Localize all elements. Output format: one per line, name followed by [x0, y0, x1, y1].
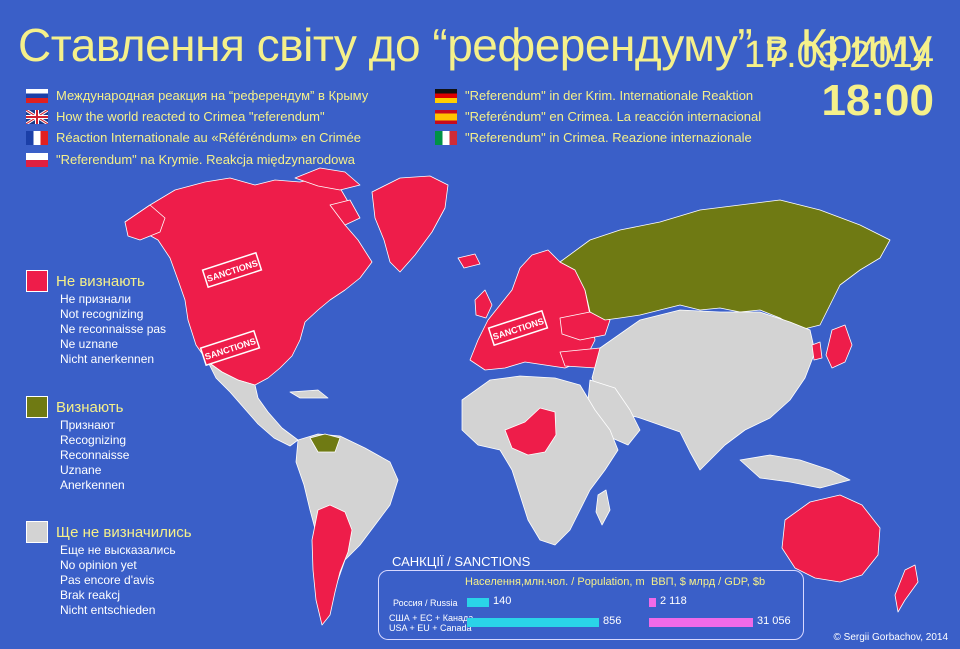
translation-french: Réaction Internationale au «Référéndum» …: [26, 130, 361, 145]
japan-region: [825, 324, 853, 369]
south-america-region: [295, 433, 399, 591]
arctic-islands-region: [294, 167, 361, 226]
southern-cone-region: [311, 504, 353, 626]
legend-recognizing: Визнають Признают Recognizing Reconnaiss…: [26, 396, 129, 493]
sanctions-panel: Населення,млн.чол. / Population, m ВВП, …: [378, 570, 804, 640]
iceland-region: [457, 253, 481, 269]
legend-sub: Не признали: [60, 292, 132, 306]
legend-sub: Reconnaisse: [60, 448, 130, 462]
italy-flag-icon: [435, 130, 457, 145]
korea-region: [811, 341, 823, 361]
gdp-bar-russia: [649, 598, 656, 607]
uk-flag-icon: [25, 108, 49, 125]
copyright: © Sergii Gorbachov, 2014: [833, 632, 948, 643]
legend-undecided: Ще не визначились Еще не высказались No …: [26, 521, 192, 618]
legend-label: Не визнають: [56, 272, 145, 290]
legend-sub: Nicht anerkennen: [60, 352, 155, 366]
russia-flag-icon: [26, 88, 48, 103]
row-west-label-2: USA + EU + Canada: [389, 623, 472, 633]
legend-sub: Not recognizing: [60, 307, 144, 321]
translation-english: How the world reacted to Crimea "referen…: [25, 108, 325, 125]
translation-italian: "Referendum" in Crimea. Reazione interna…: [435, 130, 752, 145]
legend-sub: Еще не высказались: [60, 543, 176, 557]
population-bar-russia: [467, 598, 489, 607]
legend-label: Визнають: [56, 398, 124, 416]
population-bar-west: [467, 618, 599, 627]
legend-sub: Recognizing: [60, 433, 127, 447]
translation-text: How the world reacted to Crimea "referen…: [56, 109, 325, 124]
gdp-value-russia: 2 118: [660, 595, 687, 607]
sanctions-stamp-europe: SANCTIONS: [487, 309, 549, 347]
gdp-value-west: 31 056: [757, 615, 791, 627]
legend-sub: Anerkennen: [60, 478, 125, 492]
asia-region: [591, 309, 816, 471]
page-title: Ставлення світу до “референдуму” в Криму: [18, 19, 932, 71]
gdp-header: ВВП, $ млрд / GDP, $b: [651, 576, 766, 588]
legend-label: Ще не визначились: [56, 523, 192, 541]
translation-text: "Referendum" in der Krim. Internationale…: [465, 88, 754, 103]
africa-region: [461, 375, 619, 546]
spain-flag-icon: [435, 109, 457, 124]
legend-swatch-grey: [26, 521, 48, 543]
translation-text: Réaction Internationale au «Référéndum» …: [56, 130, 361, 145]
translation-german: "Referendum" in der Krim. Internationale…: [435, 88, 753, 103]
north-america-region: [124, 177, 373, 386]
poland-flag-icon: [26, 152, 48, 167]
date-label: 17.03.2014: [743, 34, 934, 76]
translation-russian: Международная реакция на “референдум” в …: [26, 88, 368, 103]
translation-text: "Referendum" in Crimea. Reazione interna…: [465, 130, 752, 145]
greenland-region: [371, 175, 449, 273]
legend-swatch-red: [26, 270, 48, 292]
translation-text: Международная реакция на “референдум” в …: [56, 88, 369, 103]
translation-polish: "Referendum" na Krymie. Reakcja międzyna…: [26, 152, 355, 167]
madagascar-region: [595, 489, 611, 526]
australia-region: [781, 494, 881, 583]
row-russia-label: Россия / Russia: [393, 598, 458, 608]
translation-text: "Referéndum" en Crimea. La reacción inte…: [465, 109, 762, 124]
translation-text: "Referendum" na Krymie. Reakcja międzyna…: [56, 152, 355, 167]
british-isles-region: [474, 289, 493, 319]
germany-flag-icon: [435, 88, 457, 103]
new-zealand-region: [894, 564, 919, 613]
legend-sub: Uznane: [60, 463, 102, 477]
time-label: 18:00: [821, 76, 934, 125]
population-value-west: 856: [603, 615, 622, 627]
translation-spanish: "Referéndum" en Crimea. La reacción inte…: [435, 109, 761, 124]
legend-sub: Brak reakcj: [60, 588, 121, 602]
population-header: Населення,млн.чол. / Population, m: [465, 576, 645, 588]
row-west-label-1: США + ЕС + Канада: [389, 613, 474, 623]
central-africa-red-region: [504, 407, 557, 456]
legend-swatch-olive: [26, 396, 48, 418]
venezuela-region: [309, 433, 341, 453]
legend-sub: No opinion yet: [60, 558, 137, 572]
alaska-region: [124, 204, 166, 241]
legend-sub: Nicht entschieden: [60, 603, 156, 617]
legend-sub: Признают: [60, 418, 116, 432]
legend-not-recognizing: Не визнають Не признали Not recognizing …: [26, 270, 166, 367]
population-value-russia: 140: [493, 595, 512, 607]
legend-sub: Ne uznane: [60, 337, 119, 351]
caribbean-region: [289, 389, 329, 399]
russia-region: [559, 199, 891, 331]
france-flag-icon: [26, 130, 48, 145]
legend-sub: Ne reconnaisse pas: [60, 322, 167, 336]
sanctions-title: САНКЦІЇ / SANCTIONS: [392, 554, 531, 569]
southeast-asia-islands-region: [739, 454, 851, 489]
legend-sub: Pas encore d'avis: [60, 573, 155, 587]
gdp-bar-west: [649, 618, 753, 627]
